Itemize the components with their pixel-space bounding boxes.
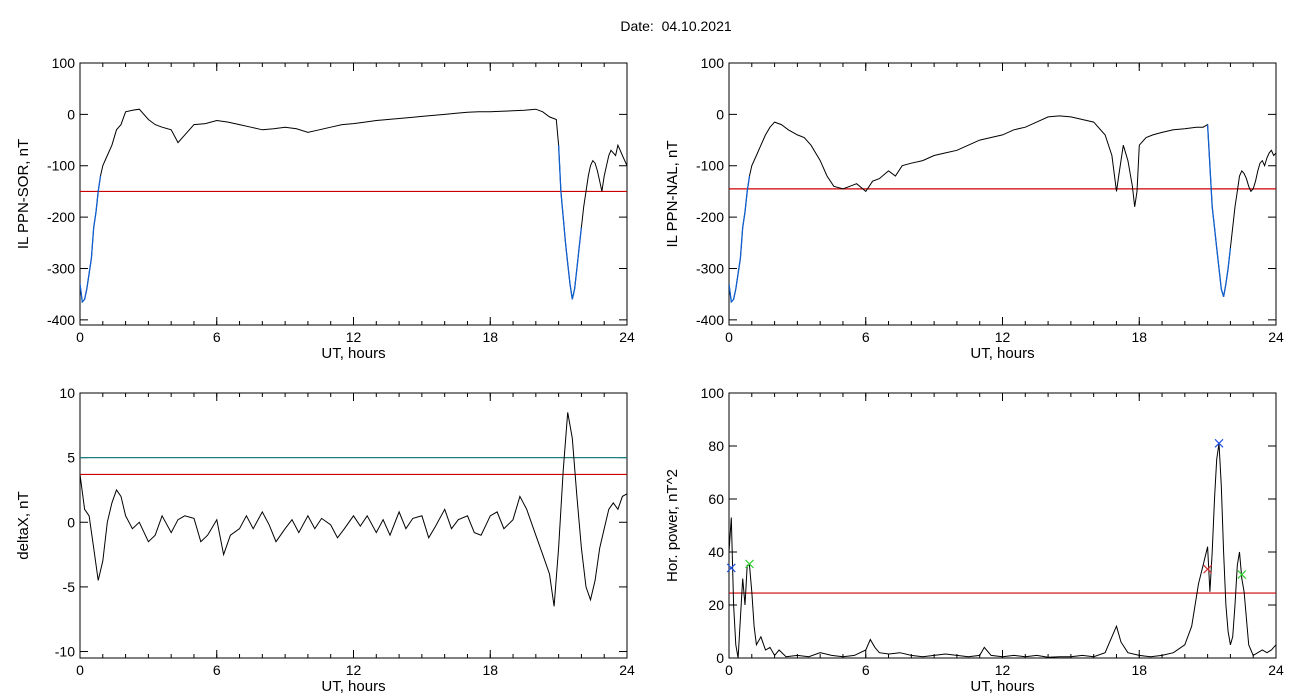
figure-header: Date: 04.10.2021 — [0, 18, 1300, 34]
series-highlight-segment — [1206, 124, 1232, 297]
y-tick-label: 5 — [67, 450, 75, 466]
y-tick-label: -400 — [47, 312, 75, 328]
y-axis-label: IL PPN-NAL, nT — [664, 141, 681, 248]
x-tick-label: 0 — [725, 662, 733, 678]
y-tick-label: -5 — [63, 579, 76, 595]
y-tick-label: -400 — [696, 312, 724, 328]
y-tick-label: 10 — [59, 385, 75, 401]
x-axis-label: UT, hours — [321, 345, 385, 362]
y-tick-label: 100 — [701, 385, 725, 401]
y-tick-label: 0 — [67, 514, 75, 530]
y-tick-label: -100 — [696, 158, 724, 174]
series-highlight-segment — [729, 175, 751, 304]
x-tick-label: 24 — [1268, 329, 1284, 345]
date-value: 04.10.2021 — [661, 18, 732, 34]
series-highlight-segment — [80, 175, 102, 304]
x-tick-label: 18 — [1131, 329, 1147, 345]
series-group — [80, 108, 627, 304]
series-line — [729, 443, 1276, 658]
series-group — [729, 115, 1276, 304]
peak-marker — [1237, 570, 1247, 579]
series-group — [729, 443, 1276, 658]
y-tick-label: 0 — [716, 650, 724, 666]
x-tick-label: 24 — [619, 329, 635, 345]
peak-marker — [1203, 564, 1213, 574]
x-tick-label: 0 — [76, 329, 84, 345]
x-axis-label: UT, hours — [970, 678, 1034, 695]
y-tick-label: -200 — [47, 209, 75, 225]
x-tick-label: 18 — [1131, 662, 1147, 678]
y-tick-label: 0 — [67, 106, 75, 122]
x-tick-label: 0 — [725, 329, 733, 345]
date-label: Date: — [620, 18, 654, 34]
x-tick-label: 12 — [995, 662, 1011, 678]
series-group — [80, 412, 627, 607]
y-tick-label: 60 — [708, 491, 724, 507]
x-tick-label: 24 — [1268, 662, 1284, 678]
y-axis-label: Hor. power, nT^2 — [664, 469, 681, 582]
y-axis-label: deltaX, nT — [15, 491, 32, 559]
y-tick-label: 40 — [708, 544, 724, 560]
y-axis-label: IL PPN-SOR, nT — [15, 139, 32, 249]
y-tick-label: 80 — [708, 438, 724, 454]
peak-marker — [726, 563, 736, 573]
y-tick-label: 20 — [708, 597, 724, 613]
series-line — [80, 412, 627, 607]
x-tick-label: 18 — [482, 662, 498, 678]
x-tick-label: 18 — [482, 329, 498, 345]
y-tick-label: -200 — [696, 209, 724, 225]
x-tick-label: 6 — [213, 662, 221, 678]
y-tick-label: 100 — [701, 55, 725, 71]
series-line — [80, 108, 627, 304]
series-highlight-segment — [557, 145, 583, 300]
x-tick-label: 12 — [346, 662, 362, 678]
x-tick-label: 12 — [995, 329, 1011, 345]
x-tick-label: 6 — [862, 329, 870, 345]
series-line — [729, 115, 1276, 304]
x-tick-label: 6 — [862, 662, 870, 678]
x-tick-label: 24 — [619, 662, 635, 678]
y-tick-label: -10 — [55, 644, 75, 660]
peak-marker — [745, 559, 754, 569]
y-tick-label: -100 — [47, 158, 75, 174]
plot-frame — [728, 392, 1277, 659]
peak-marker — [1214, 438, 1224, 448]
x-tick-label: 12 — [346, 329, 362, 345]
y-tick-label: 100 — [52, 55, 76, 71]
y-tick-label: 0 — [716, 106, 724, 122]
x-axis-label: UT, hours — [321, 678, 385, 695]
y-tick-label: -300 — [696, 260, 724, 276]
y-tick-label: -300 — [47, 260, 75, 276]
x-tick-label: 6 — [213, 329, 221, 345]
x-axis-label: UT, hours — [970, 345, 1034, 362]
x-tick-label: 0 — [76, 662, 84, 678]
